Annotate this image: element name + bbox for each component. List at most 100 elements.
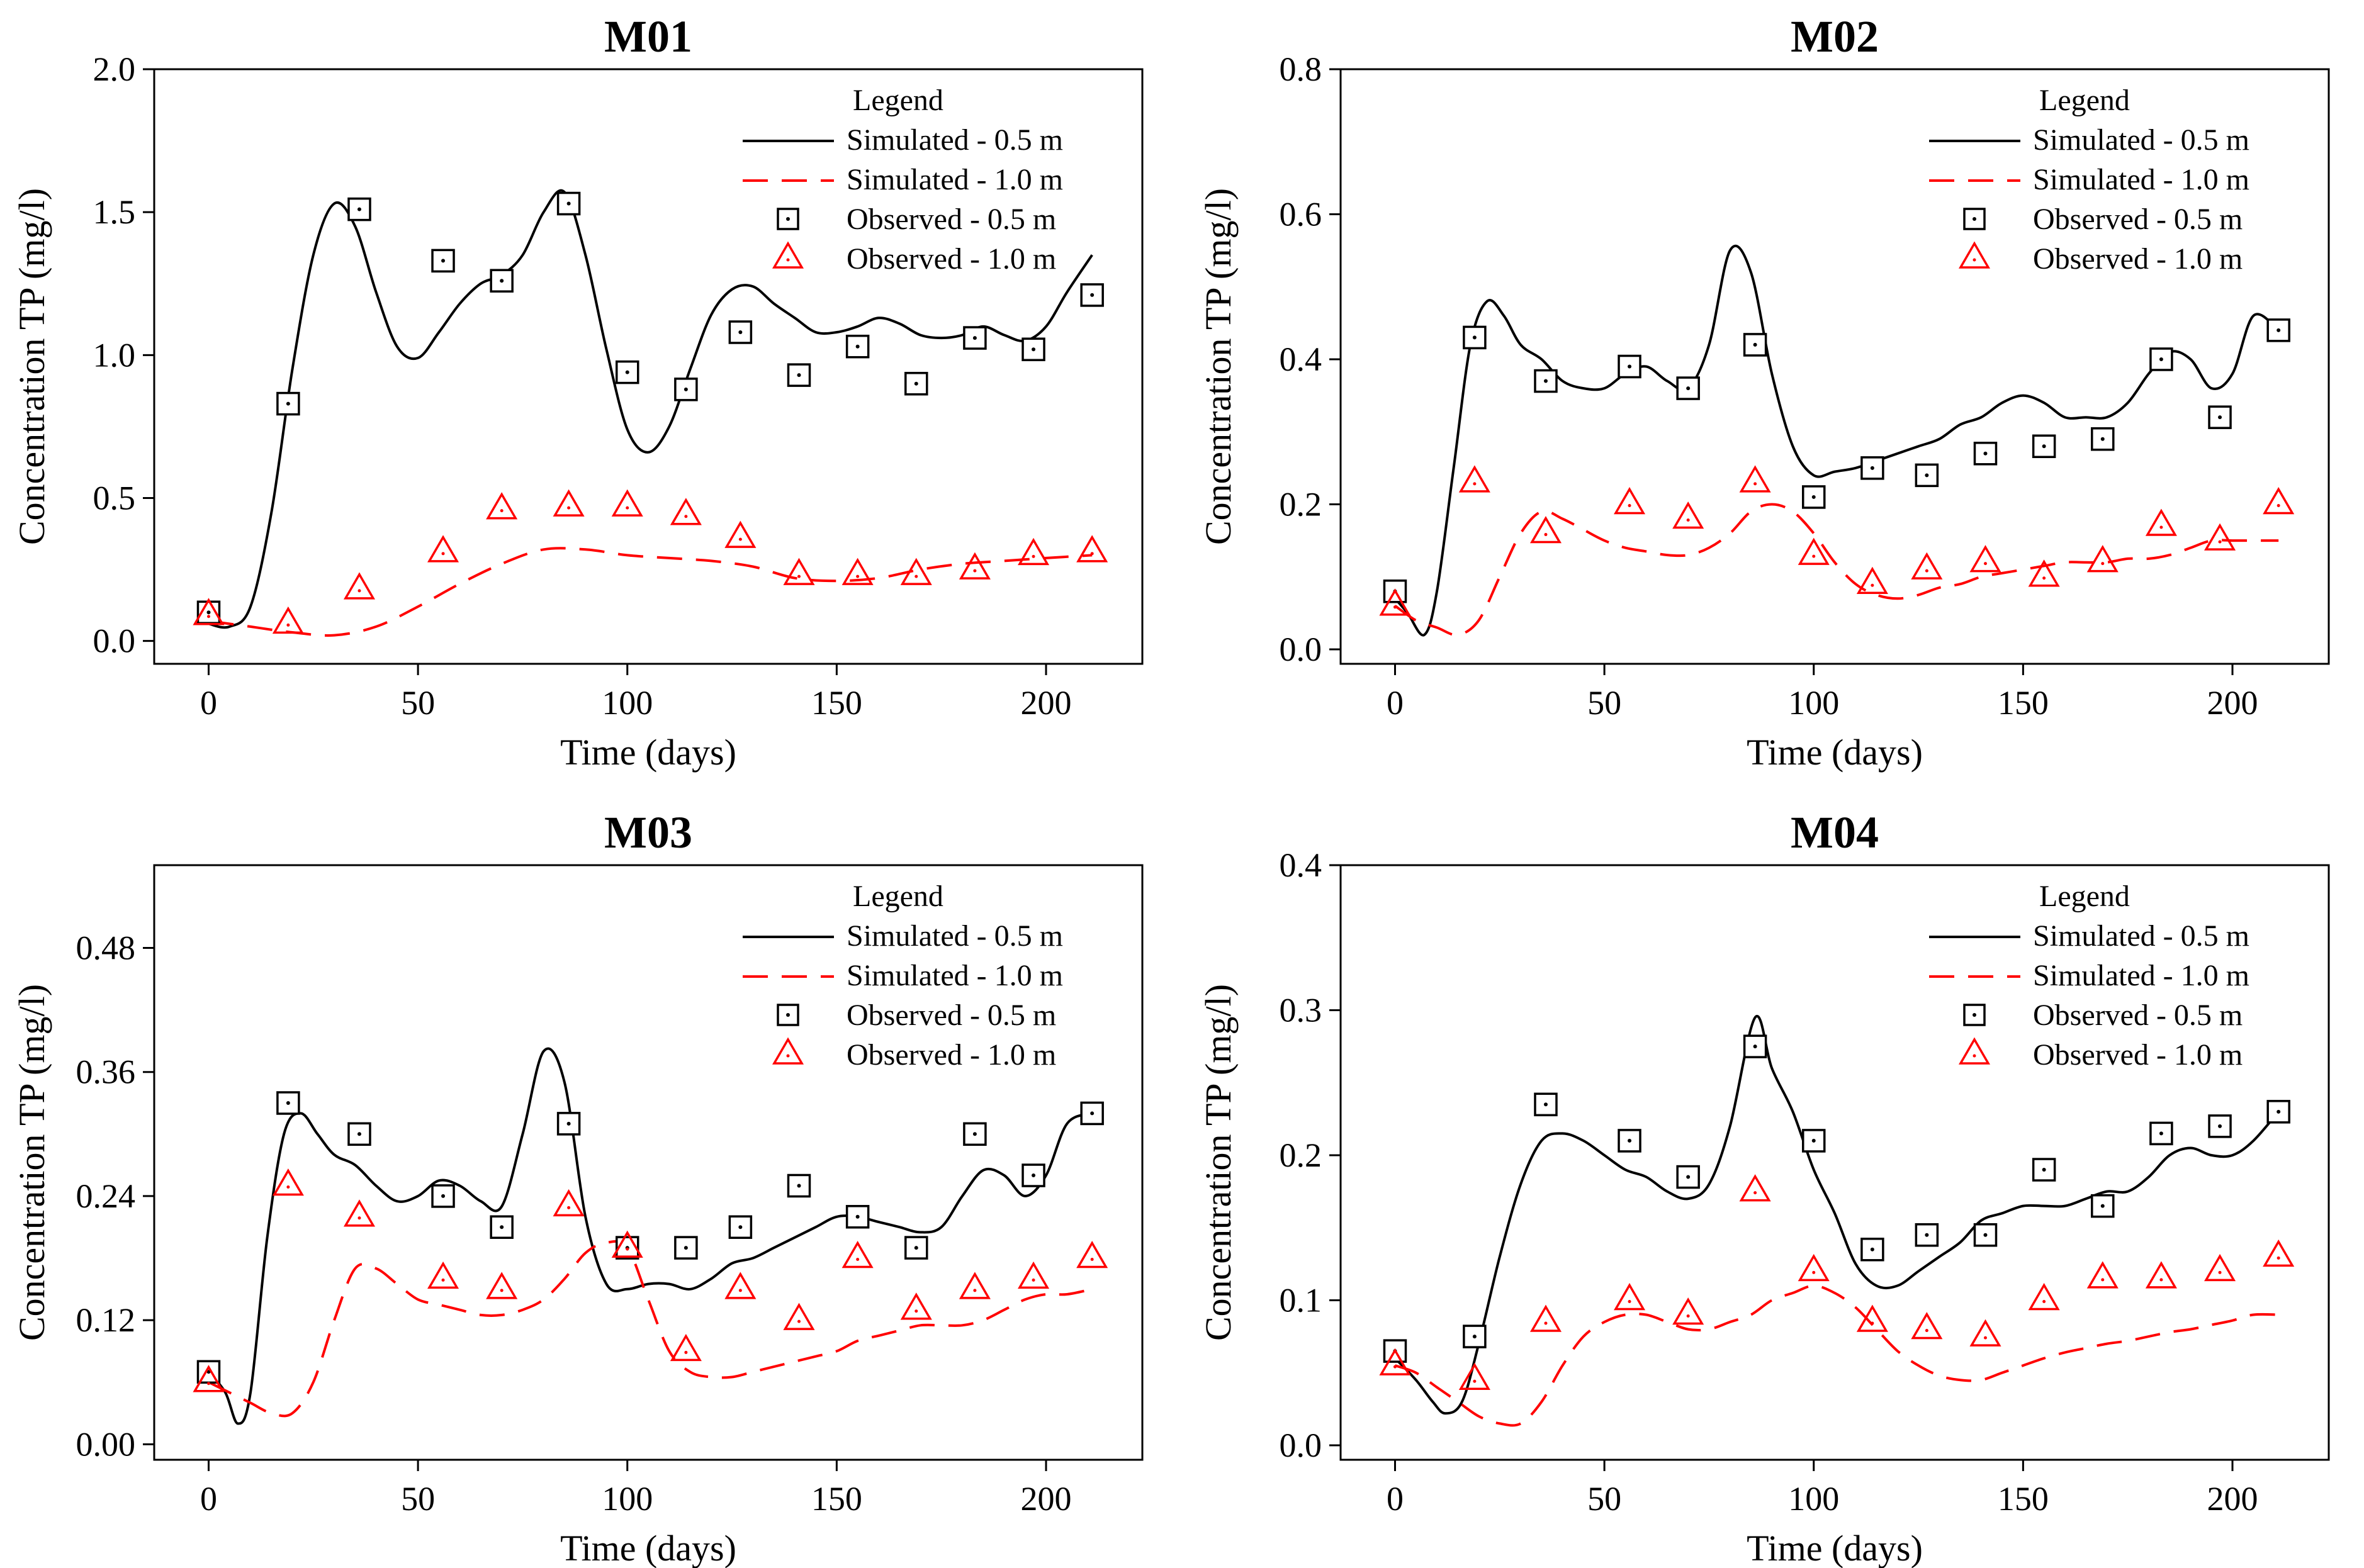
- simulated-1-0m-line: [208, 1240, 1093, 1418]
- observed-1-0m-point: [841, 557, 874, 585]
- observed-1-0m-point: [1856, 566, 1888, 594]
- y-tick-label: 0.0: [93, 622, 136, 660]
- observed-1-0m-point: [427, 1261, 459, 1289]
- observed-0-5m-point: [2266, 318, 2290, 342]
- x-axis-label: Time (days): [560, 732, 736, 773]
- chart-title: M04: [1791, 807, 1879, 858]
- observed-1-0m-point: [272, 606, 304, 634]
- plot-frame: [1339, 864, 2330, 1461]
- simulated-0-5m-line: [1394, 1014, 2280, 1415]
- y-tick-label: 0.6: [1280, 195, 1322, 233]
- legend-label: Simulated - 1.0 m: [847, 959, 1063, 992]
- x-axis-label: Time (days): [560, 1528, 736, 1568]
- legend-label: Observed - 1.0 m: [2033, 1038, 2243, 1072]
- observed-1-0m-point: [343, 1199, 376, 1227]
- simulated-0-5m-line: [207, 1047, 1093, 1425]
- observed-0-5m-point: [2149, 1121, 2173, 1146]
- observed-0-5m-point: [1676, 376, 1700, 400]
- chart-title: M02: [1791, 11, 1879, 62]
- observed-0-5m-point: [674, 1236, 698, 1260]
- observed-1-0m-point: [611, 489, 643, 517]
- observed-1-0m-point: [1969, 1319, 2001, 1347]
- observed-1-0m-point: [724, 1272, 757, 1299]
- legend: Legend Simulated - 0.5 m Simulated - 1.0 m…: [1929, 880, 2249, 1072]
- observed-1-0m-point: [1017, 1261, 1050, 1289]
- observed-1-0m-point: [783, 1302, 815, 1330]
- observed-0-5m-point: [1463, 1324, 1487, 1348]
- observed-1-0m-point: [1798, 1253, 1830, 1282]
- observed-1-0m-point: [1379, 1348, 1411, 1375]
- observed-1-0m-point: [193, 1365, 225, 1392]
- y-tick-label: 0.48: [76, 929, 136, 966]
- observed-1-0m-point: [1379, 588, 1411, 616]
- plot-area: [1394, 1014, 2280, 1427]
- x-tick-label: 200: [1020, 1480, 1071, 1518]
- y-tick-label: 1.0: [93, 336, 136, 374]
- observed-1-0m-point: [272, 1168, 304, 1196]
- legend-label: Simulated - 0.5 m: [847, 123, 1063, 157]
- observed-0-5m-point: [490, 1215, 514, 1239]
- observed-0-5m-point: [1080, 1101, 1104, 1126]
- x-tick-label: 150: [1998, 1480, 2049, 1518]
- observed-1-0m-point: [427, 535, 459, 563]
- y-tick-label: 2.0: [93, 50, 136, 88]
- x-axis-label: Time (days): [1747, 1528, 1923, 1568]
- observed-0-5m-point: [1915, 1223, 1939, 1247]
- plot-area: [207, 1047, 1093, 1425]
- plot-frame: [153, 864, 1144, 1461]
- simulated-1-0m-line: [1394, 503, 2279, 637]
- observed-1-0m-point: [2204, 1253, 2236, 1282]
- observed-0-5m-point: [674, 378, 698, 401]
- y-tick-label: 0.0: [1280, 1426, 1322, 1464]
- observed-0-5m-point: [904, 372, 928, 396]
- y-tick-label: 0.3: [1280, 991, 1322, 1029]
- observed-0-5m-point: [1534, 369, 1558, 393]
- observed-0-5m-point: [2208, 1114, 2232, 1138]
- observed-0-5m-point: [1463, 325, 1487, 350]
- legend-label: Simulated - 1.0 m: [2033, 959, 2249, 992]
- observed-1-0m-point: [1798, 537, 1830, 565]
- observed-0-5m-point: [1801, 485, 1826, 509]
- chart-panel-m02: M02 0 50 100 150 200 0.0 0.2 0.4 0.6 0.8 Time (days…: [1198, 11, 2330, 773]
- observed-1-0m-point: [900, 557, 932, 585]
- x-tick-label: 0: [200, 1480, 217, 1518]
- observed-0-5m-point: [2149, 347, 2173, 371]
- observed-1-0m-point: [1613, 1282, 1646, 1311]
- legend-swatch-observed-1-0m: [772, 241, 804, 269]
- observed-0-5m-point: [1801, 1129, 1826, 1153]
- observed-0-5m-point: [1743, 333, 1767, 357]
- observed-1-0m-point: [486, 492, 518, 520]
- legend-title: Legend: [853, 84, 943, 117]
- observed-1-0m-point: [1739, 1174, 1771, 1202]
- observed-0-5m-point: [728, 320, 753, 344]
- observed-1-0m-point: [2204, 523, 2236, 551]
- legend-label: Observed - 0.5 m: [2033, 203, 2243, 236]
- observed-0-5m-point: [615, 360, 639, 384]
- observed-0-5m-point: [1022, 337, 1045, 361]
- y-tick-label: 0.2: [1280, 1136, 1322, 1174]
- observed-0-5m-point: [1973, 1223, 1998, 1247]
- observed-1-0m-point: [1911, 1312, 1943, 1340]
- plot-area: [1393, 244, 2280, 637]
- x-tick-label: 50: [401, 684, 435, 722]
- legend-swatch-observed-1-0m: [1958, 1037, 1991, 1065]
- observed-0-5m-point: [1618, 354, 1641, 379]
- x-tick-label: 50: [1587, 684, 1621, 722]
- observed-1-0m-point: [2086, 545, 2119, 573]
- simulated-1-0m-line: [1394, 1284, 2279, 1427]
- chart-title: M03: [604, 807, 692, 858]
- observed-1-0m-point: [2028, 1282, 2060, 1311]
- observed-1-0m-point: [841, 1241, 874, 1268]
- x-tick-label: 50: [1587, 1480, 1621, 1518]
- observed-1-0m-point: [783, 557, 815, 585]
- y-axis-label: Concentration TP (mg/l): [1198, 984, 1239, 1341]
- x-tick-label: 200: [2207, 1480, 2258, 1518]
- observed-1-0m-point: [1017, 537, 1050, 566]
- legend-label: Observed - 1.0 m: [2033, 242, 2243, 276]
- observed-0-5m-point: [276, 391, 300, 416]
- legend: Legend Simulated - 0.5 m Simulated - 1.0 m…: [743, 84, 1063, 276]
- observed-0-5m-point: [1022, 1163, 1045, 1187]
- legend-swatch-observed-1-0m: [1958, 241, 1991, 269]
- observed-1-0m-point: [1911, 552, 1943, 580]
- observed-1-0m-point: [1672, 1297, 1704, 1325]
